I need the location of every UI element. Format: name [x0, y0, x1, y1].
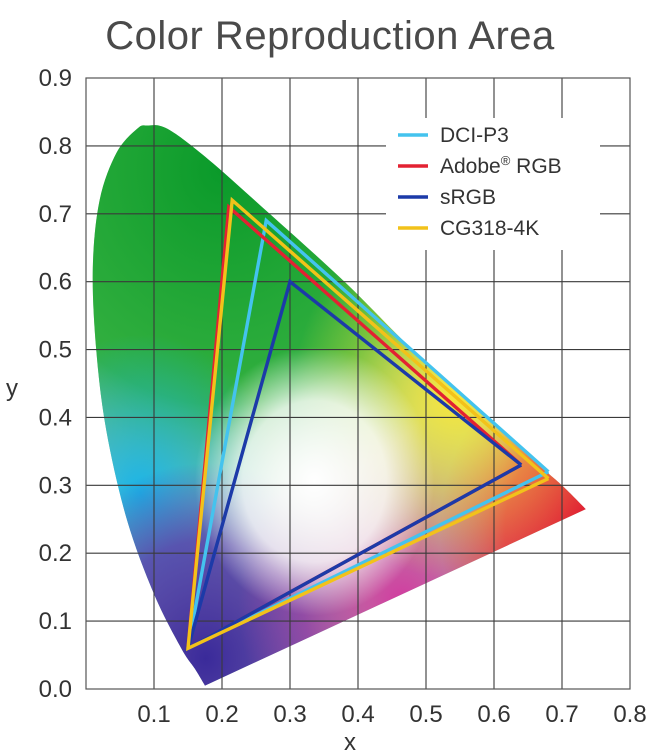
y-tick-label: 0.7 [39, 201, 72, 228]
legend-label: CG318-4K [440, 217, 539, 240]
plot-frame [85, 77, 631, 690]
gamut-srgb [185, 278, 523, 652]
x-tick-label: 0.3 [273, 701, 306, 728]
x-tick-label: 0.4 [341, 701, 374, 728]
x-tick-label: 0.8 [613, 701, 646, 728]
x-tick-label: 0.7 [545, 701, 578, 728]
y-tick-label: 0.0 [39, 676, 72, 703]
y-tick-label: 0.5 [39, 337, 72, 364]
y-tick-labels: 0.0 0.1 0.2 0.3 0.4 0.5 0.6 0.7 0.8 0.9 [39, 65, 72, 703]
y-tick-label: 0.1 [39, 608, 72, 635]
x-tick-label: 0.2 [205, 701, 238, 728]
x-tick-label: 0.5 [409, 701, 442, 728]
x-tick-label: 0.6 [477, 701, 510, 728]
y-tick-label: 0.4 [39, 404, 72, 431]
y-tick-label: 0.9 [39, 65, 72, 92]
gamut-dci-p3 [185, 217, 550, 652]
y-axis-label: y [6, 375, 18, 402]
y-tick-label: 0.8 [39, 133, 72, 160]
y-tick-label: 0.3 [39, 472, 72, 499]
chart-title: Color Reproduction Area [105, 14, 555, 58]
x-tick-label: 0.1 [137, 701, 170, 728]
y-tick-label: 0.6 [39, 269, 72, 296]
legend-label: DCI-P3 [440, 124, 509, 147]
gamut-cg318-4k [186, 196, 550, 652]
legend-label: sRGB [440, 186, 496, 209]
gamut-triangles [185, 196, 550, 652]
y-tick-label: 0.2 [39, 540, 72, 567]
x-axis-label: x [344, 729, 356, 755]
x-tick-labels: 0.1 0.2 0.3 0.4 0.5 0.6 0.7 0.8 [137, 701, 646, 728]
